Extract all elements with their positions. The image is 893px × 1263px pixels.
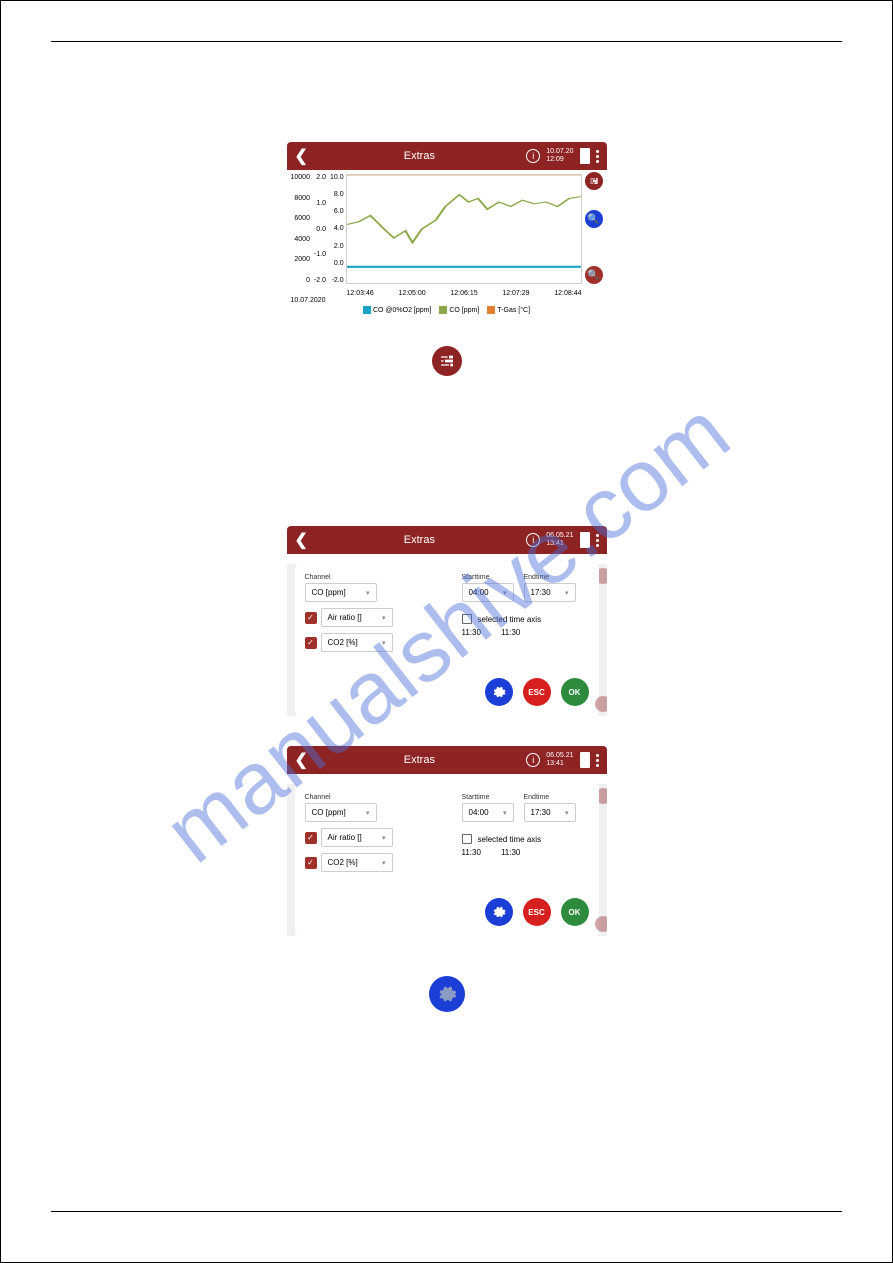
- chart-svg: [347, 175, 581, 283]
- channel-dropdown-3[interactable]: CO2 [%]▾: [321, 633, 393, 652]
- header-timestamp: 06.05.21 13:41: [546, 532, 573, 547]
- ok-button[interactable]: OK: [561, 678, 589, 706]
- time-values: 11:30 11:30: [462, 628, 589, 637]
- battery-icon: [580, 752, 590, 768]
- battery-icon: [580, 532, 590, 548]
- chart-body: 10000 8000 6000 4000 2000 0 2.0 1.0 0.0 …: [287, 170, 607, 288]
- chart-screenshot: ❮ Extras i 10.07.20 12:09 10000 8000 600…: [287, 142, 607, 316]
- time-values: 11:30 11:30: [462, 848, 589, 857]
- chart-app-header: ❮ Extras i 10.07.20 12:09: [287, 142, 607, 170]
- header-timestamp: 10.07.20 12:09: [546, 148, 573, 163]
- selected-time-axis-label: selected time axis: [478, 835, 542, 844]
- y-axis-3: 10.0 8.0 6.0 4.0 2.0 0.0 -2.0: [330, 174, 346, 284]
- sliders-icon-standalone: [432, 346, 462, 376]
- gear-icon-standalone: [429, 976, 465, 1012]
- starttime-label: Starttime: [462, 794, 514, 801]
- settings1-header: ❮ Extras i 06.05.21 13:41: [287, 526, 607, 554]
- channel-dropdown-3[interactable]: CO2 [%]▾: [321, 853, 393, 872]
- checkbox-co2[interactable]: ✓: [305, 857, 317, 869]
- overflow-zoom-icon: [595, 916, 607, 932]
- channel-dropdown-2[interactable]: Air ratio []▾: [321, 608, 393, 627]
- back-icon[interactable]: ❮: [295, 750, 313, 770]
- channel-dropdown-2[interactable]: Air ratio []▾: [321, 828, 393, 847]
- checkbox-co2[interactable]: ✓: [305, 637, 317, 649]
- zoom-in-icon[interactable]: 🔍: [585, 210, 603, 228]
- sliders-icon[interactable]: [585, 172, 603, 190]
- starttime-label: Starttime: [462, 574, 514, 581]
- endtime-label: Endtime: [524, 794, 576, 801]
- page-top-rule: [51, 41, 842, 42]
- info-icon[interactable]: i: [526, 533, 540, 547]
- back-icon[interactable]: ❮: [295, 530, 313, 550]
- chart-legend: CO @0%O2 [ppm] CO [ppm] T-Gas [°C]: [287, 304, 607, 316]
- channel-dropdown-1[interactable]: CO [ppm]▾: [305, 803, 377, 822]
- selected-time-axis-label: selected time axis: [478, 615, 542, 624]
- esc-button[interactable]: ESC: [523, 678, 551, 706]
- y-axis-2: 2.0 1.0 0.0 -1.0 -2.0: [314, 174, 328, 284]
- gear-button[interactable]: [485, 898, 513, 926]
- zoom-out-icon[interactable]: 🔍: [585, 266, 603, 284]
- overflow-zoom-icon: [595, 696, 607, 712]
- battery-icon: [580, 148, 590, 164]
- checkbox-airratio[interactable]: ✓: [305, 612, 317, 624]
- starttime-dropdown[interactable]: 04:00▾: [462, 583, 514, 602]
- kebab-icon[interactable]: [596, 534, 599, 547]
- header-timestamp: 06.05.21 13:41: [546, 752, 573, 767]
- esc-button[interactable]: ESC: [523, 898, 551, 926]
- x-axis: 12:03:46 12:05:00 12:06:15 12:07:29 12:0…: [287, 288, 607, 297]
- ok-button[interactable]: OK: [561, 898, 589, 926]
- settings2-header: ❮ Extras i 06.05.21 13:41: [287, 746, 607, 774]
- y-axis-1: 10000 8000 6000 4000 2000 0: [291, 174, 312, 284]
- endtime-dropdown[interactable]: 17:30▾: [524, 803, 576, 822]
- checkbox-airratio[interactable]: ✓: [305, 832, 317, 844]
- settings-screenshot-2: ❮ Extras i 06.05.21 13:41 Channel: [287, 746, 607, 946]
- endtime-dropdown[interactable]: 17:30▾: [524, 583, 576, 602]
- page-bottom-rule: [51, 1211, 842, 1212]
- selected-time-axis-checkbox[interactable]: [462, 614, 472, 624]
- header-title: Extras: [313, 754, 527, 766]
- header-title: Extras: [313, 534, 527, 546]
- starttime-dropdown[interactable]: 04:00▾: [462, 803, 514, 822]
- channel-label: Channel: [305, 574, 432, 581]
- channel-label: Channel: [305, 794, 432, 801]
- settings2-body: Channel CO [ppm]▾ ✓ Air ratio []▾: [287, 784, 607, 936]
- selected-time-axis-checkbox[interactable]: [462, 834, 472, 844]
- kebab-icon[interactable]: [596, 150, 599, 163]
- chart-date-label: 10.07.2020: [287, 297, 607, 304]
- gear-button[interactable]: [485, 678, 513, 706]
- info-icon[interactable]: i: [526, 753, 540, 767]
- settings1-body: Channel CO [ppm]▾ ✓ Air ratio []▾: [287, 564, 607, 716]
- chart-plot-area[interactable]: [346, 174, 582, 284]
- settings-screenshot-1: ❮ Extras i 06.05.21 13:41 Channel: [287, 526, 607, 726]
- endtime-label: Endtime: [524, 574, 576, 581]
- kebab-icon[interactable]: [596, 754, 599, 767]
- info-icon[interactable]: i: [526, 149, 540, 163]
- channel-dropdown-1[interactable]: CO [ppm]▾: [305, 583, 377, 602]
- back-icon[interactable]: ❮: [295, 146, 313, 166]
- header-title: Extras: [313, 150, 527, 162]
